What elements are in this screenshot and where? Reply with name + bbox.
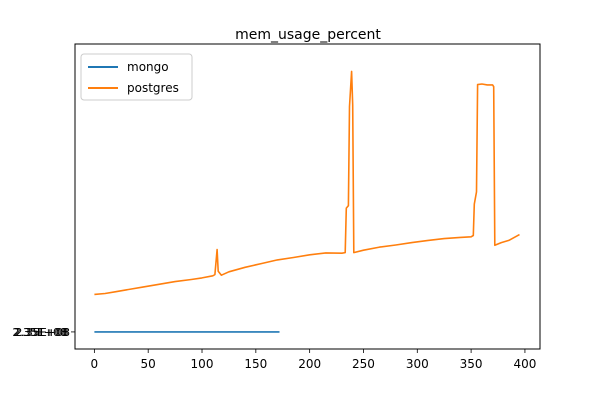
legend-label-mongo: mongo — [127, 60, 169, 74]
y-axis: 2.35E+082.35E+082.35E+08 — [12, 326, 75, 339]
x-tick-label: 50 — [141, 357, 156, 371]
legend: mongo postgres — [80, 53, 193, 101]
chart-title: mem_usage_percent — [235, 27, 381, 43]
plot-frame — [74, 43, 541, 350]
x-tick-label: 350 — [460, 357, 483, 371]
x-tick-label: 0 — [91, 357, 99, 371]
series-layer — [94, 70, 520, 333]
x-tick-label: 250 — [352, 357, 375, 371]
x-tick-label: 100 — [191, 357, 214, 371]
y-tick-label: 2.35E+08 — [15, 326, 70, 339]
x-tick-label: 150 — [244, 357, 267, 371]
x-tick-label: 400 — [513, 357, 536, 371]
x-tick-label: 200 — [298, 357, 321, 371]
y-tick-label: 2.35E+08 — [12, 326, 67, 339]
series-line-postgres — [94, 70, 520, 296]
legend-label-postgres: postgres — [127, 81, 179, 95]
x-tick-label: 300 — [406, 357, 429, 371]
y-tick-label: 2.35E+08 — [14, 326, 69, 339]
x-axis: 0 50 100 150 200 250 300 350 400 — [91, 349, 536, 371]
